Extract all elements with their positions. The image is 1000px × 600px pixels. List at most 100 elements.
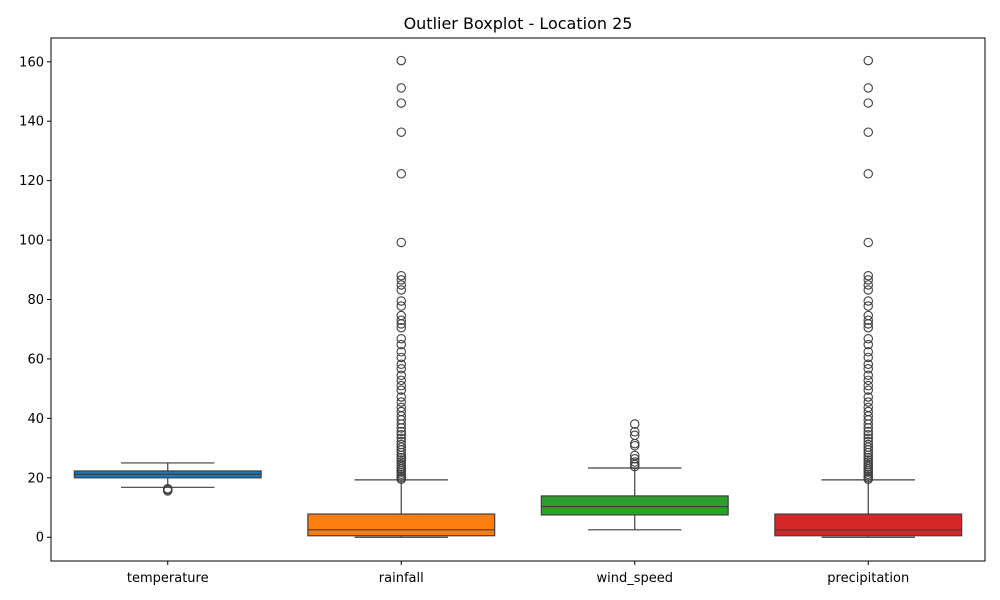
outlier-point <box>863 429 873 440</box>
outlier-point <box>396 280 406 290</box>
outlier-point <box>863 375 873 386</box>
outlier-point <box>396 127 406 137</box>
y-tick-label: 40 <box>27 412 44 427</box>
outlier-point <box>629 430 640 441</box>
box-wind_speed <box>540 495 729 516</box>
outlier-point <box>396 406 406 417</box>
outlier-point <box>863 285 873 295</box>
outlier-point <box>396 275 406 285</box>
outlier-point <box>863 83 873 93</box>
outlier-point <box>863 363 873 374</box>
outlier-point <box>396 455 406 465</box>
x-tick-label: temperature <box>127 571 209 586</box>
outlier-point <box>396 310 406 321</box>
outlier-point <box>863 301 873 311</box>
outlier-point <box>396 83 406 93</box>
outlier-point <box>396 459 406 470</box>
outlier-point <box>629 419 640 429</box>
outlier-point <box>863 347 873 357</box>
outlier-point <box>863 402 873 413</box>
outlier-point <box>863 55 873 66</box>
outlier-point <box>396 363 406 374</box>
outlier-point <box>396 380 406 391</box>
y-tick-label: 0 <box>36 531 44 546</box>
outlier-point <box>396 402 406 413</box>
x-tick-label: rainfall <box>379 571 424 586</box>
outlier-point <box>396 359 406 370</box>
outlier-point <box>863 392 873 402</box>
x-tick-label: precipitation <box>827 571 909 586</box>
outlier-point <box>163 484 173 494</box>
plot-frame <box>50 37 986 562</box>
outlier-point <box>863 280 873 290</box>
box-precipitation <box>774 513 963 537</box>
box-rainfall <box>307 513 496 537</box>
outlier-point <box>396 347 406 357</box>
outlier-point <box>863 352 873 363</box>
outlier-point <box>396 426 406 437</box>
outlier-point <box>396 385 406 395</box>
outlier-point <box>863 296 873 306</box>
outlier-point <box>863 439 873 450</box>
outlier-point <box>863 275 873 285</box>
outlier-point <box>863 339 873 350</box>
outlier-point <box>396 315 406 326</box>
outlier-point <box>863 359 873 370</box>
outlier-point <box>396 397 406 407</box>
outlier-point <box>396 370 406 381</box>
outlier-point <box>396 270 406 281</box>
outlier-point <box>863 433 873 444</box>
outlier-point <box>396 433 406 444</box>
outlier-point <box>396 436 406 447</box>
outlier-point <box>396 322 406 333</box>
y-tick-label: 160 <box>19 55 44 70</box>
outlier-point <box>629 457 640 467</box>
outlier-point <box>396 285 406 295</box>
outlier-point <box>396 375 406 386</box>
x-tick-label: wind_speed <box>596 571 673 586</box>
outlier-point <box>629 454 640 464</box>
outlier-point <box>629 450 640 461</box>
outlier-point <box>396 98 406 108</box>
outlier-point <box>396 296 406 306</box>
outlier-point <box>396 352 406 363</box>
outlier-point <box>863 406 873 417</box>
y-tick-label: 60 <box>27 352 44 367</box>
outlier-point <box>863 459 873 470</box>
outlier-point <box>396 301 406 311</box>
outlier-point <box>396 429 406 440</box>
y-tick-label: 100 <box>19 234 44 249</box>
outlier-point <box>396 333 406 344</box>
y-tick-label: 80 <box>27 293 44 308</box>
outlier-point <box>863 370 873 381</box>
outlier-point <box>863 169 873 179</box>
plot-area: 0 20 40 60 80 100 120 140 160 temperature rainfall… <box>19 55 963 586</box>
outlier-point <box>863 397 873 407</box>
outlier-point <box>396 169 406 179</box>
outlier-point <box>863 452 873 463</box>
outlier-point <box>863 380 873 391</box>
outlier-point <box>629 440 640 451</box>
outlier-point <box>863 310 873 321</box>
outlier-point <box>863 333 873 344</box>
outlier-point <box>396 55 406 66</box>
outlier-point <box>396 392 406 402</box>
chart-title: Outlier Boxplot - Location 25 <box>404 14 633 33</box>
outlier-point <box>863 322 873 333</box>
outlier-point <box>863 385 873 395</box>
outlier-point <box>396 339 406 350</box>
outlier-point <box>863 237 873 248</box>
y-tick-label: 140 <box>19 115 44 130</box>
outlier-point <box>629 426 640 437</box>
outlier-point <box>863 98 873 108</box>
y-tick-label: 120 <box>19 174 44 189</box>
outlier-point <box>863 270 873 281</box>
outlier-point <box>396 439 406 450</box>
outlier-point <box>629 438 640 449</box>
outlier-point <box>863 455 873 465</box>
outlier-point <box>863 426 873 437</box>
outlier-point <box>396 237 406 248</box>
outlier-point <box>863 436 873 447</box>
y-tick-label: 20 <box>27 471 44 486</box>
